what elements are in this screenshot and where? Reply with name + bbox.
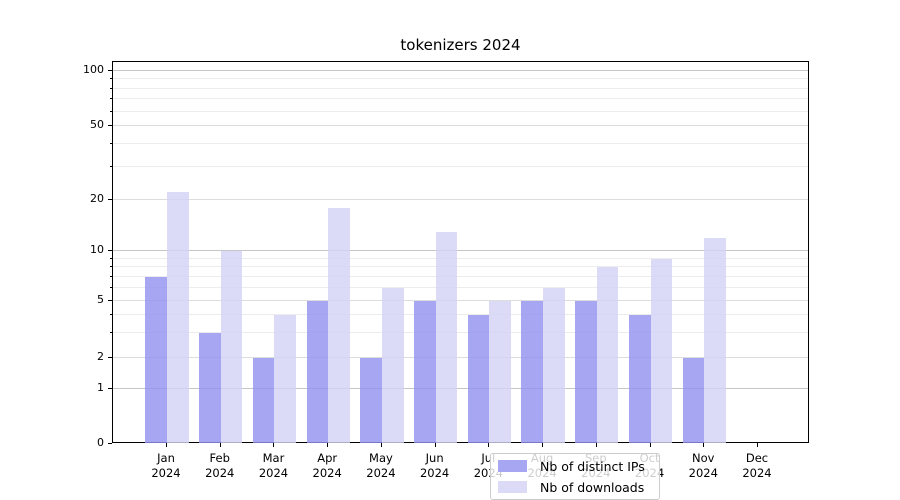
major-gridline <box>113 70 808 71</box>
bar-downloads-aug-2024 <box>543 287 565 443</box>
major-gridline <box>113 199 808 200</box>
x-tick-label: Dec 2024 <box>742 451 772 480</box>
y-minor-tick-mark <box>109 275 112 277</box>
y-minor-tick-mark <box>109 266 112 268</box>
major-gridline <box>113 125 808 126</box>
x-tick-mark <box>757 443 758 447</box>
y-tick-label: 50 <box>90 118 104 131</box>
x-tick-mark <box>219 443 221 447</box>
y-tick-mark <box>108 199 112 200</box>
legend: Nb of distinct IPs Nb of downloads <box>490 453 660 500</box>
x-tick-mark <box>488 443 490 447</box>
legend-item-distinct-ips: Nb of distinct IPs <box>498 457 652 475</box>
y-tick-label: 1 <box>97 381 104 394</box>
x-tick-mark <box>166 443 167 447</box>
x-tick-mark <box>273 443 275 447</box>
bar-downloads-nov-2024 <box>704 237 726 443</box>
y-tick-label: 10 <box>90 243 104 256</box>
y-tick-mark <box>108 70 112 71</box>
bar-ips-sep-2024 <box>575 301 597 443</box>
legend-label-distinct-ips: Nb of distinct IPs <box>540 458 645 474</box>
bar-ips-apr-2024 <box>306 301 329 443</box>
bar-downloads-oct-2024 <box>650 258 673 443</box>
y-minor-tick-mark <box>109 286 112 288</box>
x-tick-label: Jan 2024 <box>151 451 181 480</box>
x-tick-mark <box>327 443 329 447</box>
major-gridline <box>113 300 808 301</box>
y-tick-label: 2 <box>97 350 104 363</box>
y-tick-mark <box>108 357 112 358</box>
y-tick-mark <box>108 388 112 389</box>
major-gridline <box>113 388 808 389</box>
x-tick-label: Nov 2024 <box>688 451 718 480</box>
bar-downloads-sep-2024 <box>596 267 619 443</box>
minor-gridline <box>113 286 808 288</box>
bar-downloads-mar-2024 <box>274 314 297 443</box>
bar-ips-mar-2024 <box>252 358 275 443</box>
bar-ips-oct-2024 <box>628 314 651 443</box>
minor-gridline <box>113 275 808 277</box>
chart-title: tokenizers 2024 <box>400 36 521 54</box>
x-tick-label: Feb 2024 <box>205 451 235 480</box>
y-minor-tick-mark <box>109 331 112 333</box>
bar-ips-jun-2024 <box>414 301 436 443</box>
x-tick-mark <box>380 443 382 447</box>
x-tick-label: Jun 2024 <box>419 451 450 480</box>
minor-gridline <box>113 257 808 259</box>
minor-gridline <box>113 266 808 268</box>
minor-gridline <box>113 110 808 112</box>
x-tick-mark <box>703 443 705 447</box>
y-tick-label: 0 <box>97 436 104 449</box>
y-minor-tick-mark <box>109 313 112 315</box>
x-tick-label: May 2024 <box>366 451 396 480</box>
legend-swatch-downloads <box>498 481 527 493</box>
bar-ips-may-2024 <box>360 358 382 443</box>
plot-area: Nb of distinct IPs Nb of downloads <box>112 61 809 500</box>
bar-downloads-jul-2024 <box>489 301 511 443</box>
minor-gridline <box>113 87 808 89</box>
y-minor-tick-mark <box>109 98 112 100</box>
minor-gridline <box>113 313 808 315</box>
x-tick-mark <box>542 443 544 447</box>
y-tick-mark <box>108 443 112 444</box>
x-tick-label: Apr 2024 <box>312 451 342 480</box>
legend-swatch-distinct-ips <box>498 460 527 472</box>
y-tick-mark <box>108 250 112 251</box>
legend-item-downloads: Nb of downloads <box>498 478 652 496</box>
y-tick-label: 20 <box>90 192 104 205</box>
x-tick-mark <box>649 443 651 447</box>
y-minor-tick-mark <box>109 110 112 112</box>
bar-ips-aug-2024 <box>521 301 544 443</box>
y-tick-label: 5 <box>97 293 104 306</box>
minor-gridline <box>113 331 808 333</box>
minor-gridline <box>113 78 808 80</box>
minor-gridline <box>113 98 808 100</box>
bar-ips-feb-2024 <box>199 332 221 443</box>
bar-downloads-may-2024 <box>381 287 404 443</box>
y-tick-mark <box>108 125 112 126</box>
major-gridline <box>113 357 808 358</box>
y-minor-tick-mark <box>109 87 112 89</box>
legend-label-downloads: Nb of downloads <box>540 479 645 495</box>
x-tick-label: Mar 2024 <box>258 451 289 480</box>
y-minor-tick-mark <box>109 166 112 168</box>
bar-ips-jan-2024 <box>145 276 167 443</box>
y-tick-mark <box>108 300 112 301</box>
bar-downloads-apr-2024 <box>328 207 350 443</box>
y-minor-tick-mark <box>109 143 112 145</box>
y-minor-tick-mark <box>109 257 112 259</box>
x-tick-mark <box>434 443 436 447</box>
bar-downloads-jan-2024 <box>167 192 189 443</box>
bar-downloads-feb-2024 <box>220 251 243 443</box>
bar-ips-nov-2024 <box>682 358 705 443</box>
y-tick-label: 100 <box>83 63 104 76</box>
bar-downloads-jun-2024 <box>435 231 458 443</box>
y-minor-tick-mark <box>109 78 112 80</box>
major-gridline <box>113 250 808 251</box>
x-tick-mark <box>595 443 597 447</box>
minor-gridline <box>113 143 808 145</box>
bar-ips-jul-2024 <box>467 314 490 443</box>
minor-gridline <box>113 166 808 168</box>
